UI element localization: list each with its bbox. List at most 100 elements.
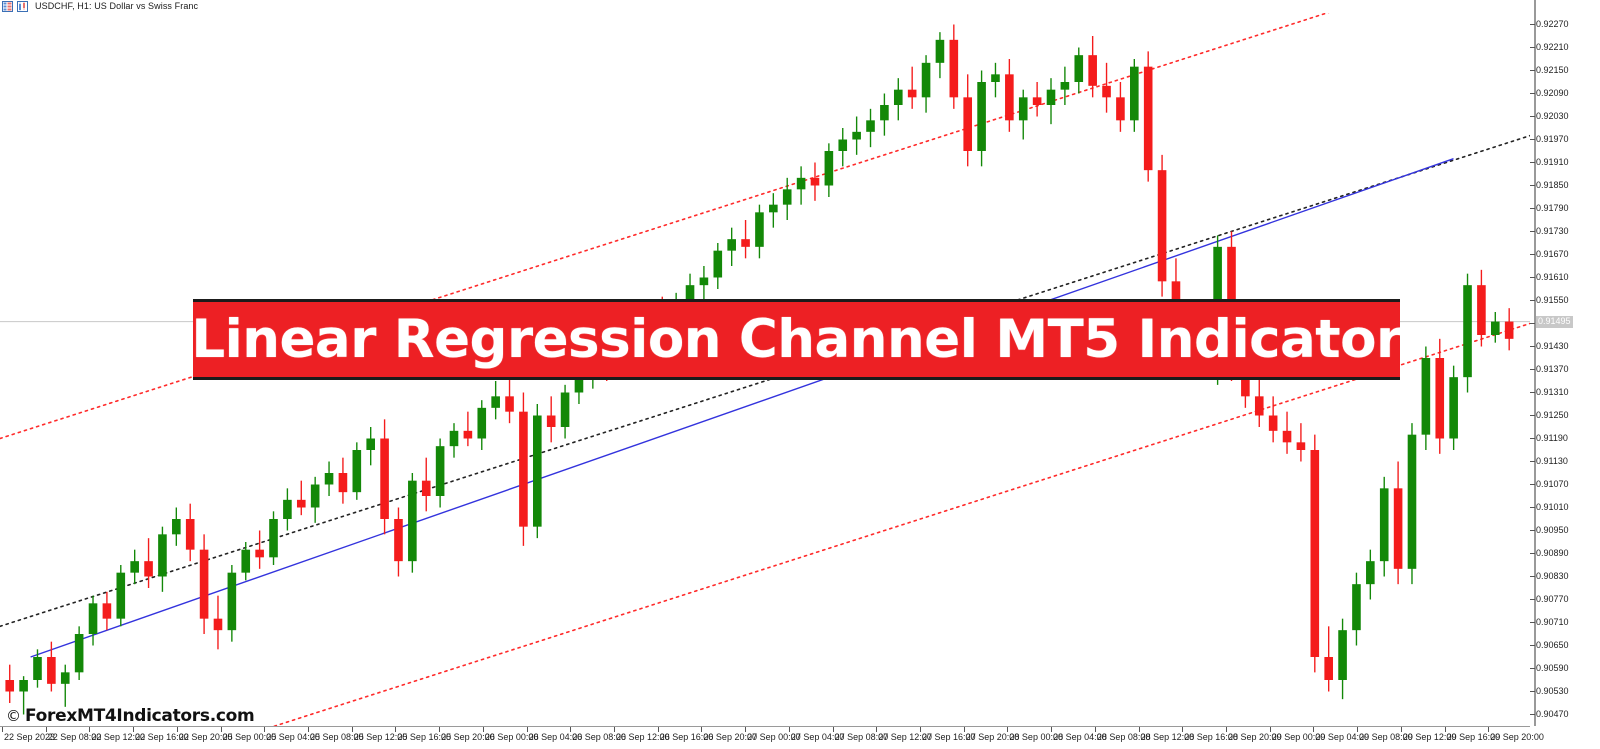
price-tick-label: 0.91730 <box>1536 226 1569 236</box>
candle-body <box>755 212 764 247</box>
candle-body <box>546 415 556 427</box>
candle <box>283 488 292 531</box>
chart-window-icon[interactable] <box>17 1 28 12</box>
price-tick: 0.91190 <box>1530 433 1568 444</box>
price-tick-label: 0.91610 <box>1536 272 1569 282</box>
price-tick-label: 0.91190 <box>1536 433 1568 443</box>
price-tick-label: 0.90890 <box>1536 548 1569 558</box>
price-tick: 0.91370 <box>1530 364 1569 375</box>
time-tick-label: 25 Sep 20:00 <box>441 732 495 742</box>
price-axis[interactable]: 0.92270 0.92210 0.92150 0.92090 0.92030 0.919… <box>1530 0 1600 726</box>
time-tick-label: 28 Sep 04:00 <box>1053 732 1107 742</box>
candle <box>991 62 1000 98</box>
time-tick-dash <box>788 727 790 732</box>
candle-body <box>907 89 917 98</box>
candle-body <box>296 499 306 508</box>
price-tick: 0.92210 <box>1530 42 1569 53</box>
candle-body <box>5 680 15 692</box>
candle-body <box>699 277 709 286</box>
candle <box>408 473 417 573</box>
price-tick-dash <box>1530 438 1535 439</box>
time-axis[interactable]: 22 Sep 2023 22 Sep 08:00 22 Sep 12:00 22 Se… <box>0 726 1544 749</box>
candle-body <box>310 484 320 508</box>
price-tick-dash <box>1530 254 1535 255</box>
price-tick-dash <box>1530 277 1535 278</box>
time-tick-label: 22 Sep 20:00 <box>178 732 233 742</box>
price-tick: 0.91070 <box>1530 479 1569 490</box>
candle-body <box>60 672 70 684</box>
price-tick-dash <box>1530 714 1535 715</box>
candle <box>1018 89 1028 140</box>
candle <box>394 507 403 577</box>
candle-body <box>1366 561 1375 585</box>
candle-body <box>1379 488 1389 562</box>
candle <box>60 664 70 707</box>
price-tick: 0.91730 <box>1530 226 1569 237</box>
candle <box>880 93 889 136</box>
time-tick-dash <box>482 727 484 732</box>
price-tick-dash <box>1530 93 1535 94</box>
candle <box>421 457 431 512</box>
price-tick-label: 0.92150 <box>1536 65 1569 75</box>
candle <box>1296 423 1306 462</box>
price-tick-dash <box>1530 599 1535 600</box>
time-tick-label: 28 Sep 00:00 <box>1009 732 1063 742</box>
price-tick: 0.91130 <box>1530 456 1568 467</box>
data-window-icon[interactable] <box>2 1 13 12</box>
candle <box>1032 82 1042 117</box>
price-tick-label: 0.90710 <box>1536 617 1569 627</box>
candle-body <box>1241 365 1250 397</box>
time-tick-label: 26 Sep 16:00 <box>659 732 714 742</box>
candle <box>1130 59 1139 132</box>
price-tick-dash <box>1530 24 1535 25</box>
price-tick-dash <box>1530 461 1535 462</box>
candle-body <box>893 89 903 105</box>
price-tick: 0.90530 <box>1530 686 1569 697</box>
candle-body <box>810 177 820 186</box>
candle-body <box>1130 66 1139 121</box>
candle <box>699 266 709 301</box>
price-tick: 0.91910 <box>1530 157 1569 168</box>
candle <box>1338 618 1347 700</box>
time-tick-dash <box>614 727 615 732</box>
time-tick-label: 27 Sep 16:00 <box>922 732 976 742</box>
candle-body <box>1490 321 1500 335</box>
price-tick: 0.91310 <box>1530 387 1569 398</box>
site-watermark: © ForexMT4Indicators.com <box>6 707 255 725</box>
candle-body <box>1324 657 1333 680</box>
candle <box>866 108 875 148</box>
price-tick-dash <box>1530 346 1535 347</box>
candle-body <box>172 519 181 535</box>
regression-line <box>0 134 1530 628</box>
candle-body <box>949 39 959 98</box>
time-tick-dash <box>89 727 91 732</box>
price-tick: 0.92030 <box>1530 111 1569 122</box>
price-tick-label: 0.90830 <box>1536 571 1569 581</box>
price-tick: 0.91970 <box>1530 134 1569 145</box>
candle <box>352 442 362 500</box>
candle <box>435 438 445 508</box>
candle-body <box>130 561 139 573</box>
time-tick-dash <box>701 727 703 732</box>
candle-body <box>435 446 445 496</box>
time-tick-dash <box>1007 727 1009 732</box>
time-tick-label: 25 Sep 00:00 <box>222 732 277 742</box>
candle <box>144 538 153 588</box>
candle <box>755 204 764 259</box>
candle-body <box>1338 630 1347 680</box>
candle <box>810 162 820 201</box>
candle-body <box>408 480 417 562</box>
price-tick-label: 0.92270 <box>1536 19 1569 29</box>
time-tick-dash <box>1444 727 1446 732</box>
candle <box>1421 346 1431 450</box>
price-tick-label: 0.91670 <box>1536 249 1569 259</box>
candle <box>463 411 473 447</box>
candle-body <box>19 680 28 692</box>
price-tick: 0.90950 <box>1530 525 1569 536</box>
time-tick-dash <box>1138 727 1140 732</box>
price-tick: 0.91010 <box>1530 502 1569 513</box>
candle <box>324 461 334 496</box>
time-tick-dash <box>963 727 965 732</box>
time-tick-label: 28 Sep 12:00 <box>1140 732 1195 742</box>
candle-body <box>769 204 778 213</box>
